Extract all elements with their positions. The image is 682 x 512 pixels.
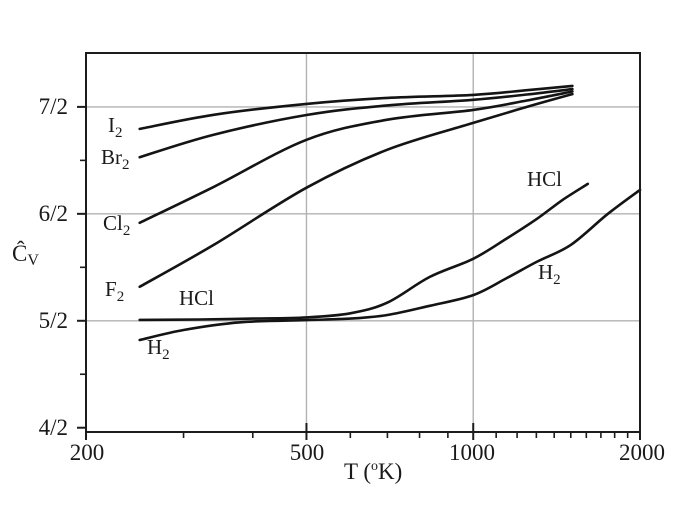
curve-Cl2 — [138, 90, 574, 225]
y-tick-label-7-2: 7/2 — [38, 94, 68, 119]
curve-I2 — [138, 84, 574, 131]
y-axis-title: ĈV — [12, 241, 39, 274]
x-axis-title: T (oK) — [344, 454, 402, 485]
y-axis-title-sub: V — [27, 252, 39, 269]
curve-Br2 — [138, 87, 574, 159]
y-tick-label-6-2: 6/2 — [38, 201, 68, 226]
curve-label-hcl-right: HCl — [527, 167, 563, 191]
degree-symbol: o — [371, 459, 379, 474]
curve-HCl — [138, 182, 590, 322]
curve-label-i2: I2 — [108, 113, 123, 142]
plot-border — [85, 52, 641, 433]
curve-label-f2: F2 — [105, 277, 125, 306]
x-tick-label-500: 500 — [289, 440, 325, 465]
curve-H2 — [138, 188, 642, 342]
x-axis-title-pre: T ( — [344, 459, 372, 484]
x-tick-label-1000: 1000 — [449, 440, 495, 465]
y-tick-label-5-2: 5/2 — [38, 308, 68, 333]
curve-label-h2-left: H2 — [147, 335, 170, 364]
curve-label-br2: Br2 — [101, 145, 130, 174]
x-tick-label-200: 200 — [69, 440, 105, 465]
y-tick-label-4-2: 4/2 — [38, 415, 68, 440]
x-axis-title-post: K) — [378, 459, 403, 484]
curve-label-hcl-left: HCl — [179, 286, 215, 310]
y-axis-title-main: Ĉ — [12, 241, 28, 266]
curve-F2 — [138, 92, 574, 289]
curve-label-cl2: Cl2 — [103, 211, 131, 240]
curve-label-h2-right: H2 — [538, 260, 561, 289]
x-tick-label-2000: 2000 — [619, 440, 665, 465]
